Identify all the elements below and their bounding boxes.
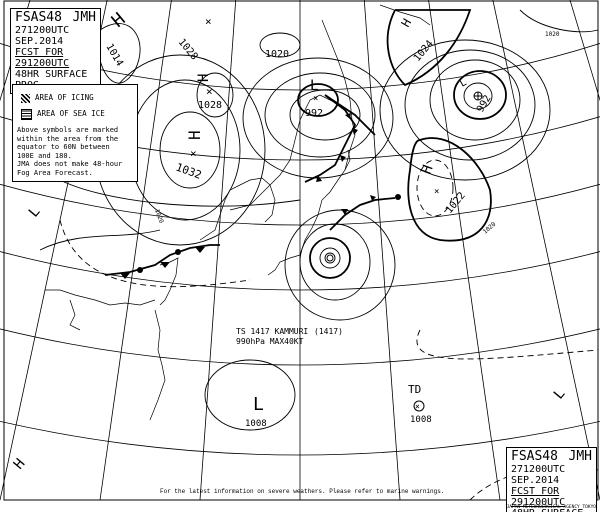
chart-issuer: JMH — [72, 10, 96, 25]
cold-front — [304, 94, 357, 183]
meridian-line — [99, 0, 172, 501]
meridian-line — [428, 0, 501, 501]
svg-text:1032: 1032 — [174, 161, 203, 182]
high-nw: H 1014 — [103, 9, 129, 69]
low-philippine-1008: L 1008 — [245, 394, 267, 429]
svg-text:1008: 1008 — [245, 419, 267, 429]
svg-text:1014: 1014 — [103, 42, 125, 68]
lat-lon-grid — [0, 0, 600, 501]
svg-text:×: × — [205, 15, 212, 28]
svg-text:1020: 1020 — [153, 208, 165, 224]
chart-header-bottom: FSAS48 JMH 271200UTC SEP.2014 FCST FOR 29… — [506, 447, 597, 512]
svg-text:990hPa MAX40KT: 990hPa MAX40KT — [236, 337, 304, 346]
chart-code: FSAS48 — [15, 10, 62, 25]
svg-text:1022: 1022 — [444, 190, 468, 216]
low-okhotsk-992: L × 992 — [305, 78, 323, 119]
typhoon-kammuri: TS 1417 KAMMURI (1417) 990hPa MAX40KT — [236, 254, 343, 346]
svg-text:L: L — [458, 77, 469, 90]
legend-item-sea-ice: AREA OF SEA ICE — [21, 109, 133, 120]
meridian-line — [363, 0, 401, 501]
svg-text:TD: TD — [408, 383, 421, 396]
svg-text:H: H — [11, 456, 29, 473]
fronts — [104, 94, 401, 279]
svg-text:×: × — [206, 85, 213, 98]
stationary-front-2 — [329, 197, 396, 231]
svg-text:1028: 1028 — [176, 37, 200, 63]
svg-text:1028: 1028 — [198, 100, 222, 111]
typhoon-center-icon — [326, 254, 334, 262]
svg-text:1008: 1008 — [410, 415, 432, 425]
forecast-time: FCST FOR 291200UTC — [15, 47, 70, 69]
td-1008: TD × 1008 — [408, 383, 432, 425]
svg-text:H: H — [196, 74, 212, 82]
legend: AREA OF ICING AREA OF SEA ICE Above symb… — [12, 84, 138, 182]
high-china-1032: H × 1032 — [174, 130, 204, 182]
meridian-line — [492, 0, 600, 501]
svg-text:L: L — [26, 204, 44, 221]
svg-text:L: L — [551, 386, 569, 403]
td-center-icon — [413, 400, 425, 412]
svg-text:L: L — [253, 394, 264, 415]
legend-item-icing: AREA OF ICING — [21, 94, 133, 103]
svg-text:H: H — [185, 130, 204, 140]
chart-header: FSAS48 JMH 271200UTC SEP.2014 FCST FOR 29… — [10, 8, 101, 94]
meridian-line — [199, 0, 237, 501]
svg-text:1020: 1020 — [545, 31, 560, 38]
svg-text:H: H — [419, 163, 437, 176]
coastlines — [45, 4, 431, 421]
legend-note: Above symbols are marked within the area… — [17, 126, 123, 177]
svg-text:TS 1417 KAMMURI: TS 1417 KAMMURI — [236, 327, 308, 336]
svg-text:×: × — [434, 187, 439, 197]
svg-text:×: × — [415, 402, 420, 411]
analysis-time: 271200UTC SEP.2014 — [15, 25, 70, 47]
footer-note: For the latest information on severe wea… — [160, 488, 445, 495]
meridian-line — [569, 0, 600, 102]
meridian-line — [0, 0, 31, 102]
svg-text:H: H — [398, 16, 414, 29]
svg-text:L: L — [310, 78, 318, 94]
icing-hatch-icon — [21, 94, 30, 103]
map-frame — [3, 0, 599, 501]
svg-text:×: × — [190, 147, 197, 160]
stationary-front — [104, 244, 220, 276]
high-pacific-1022: H × 1022 — [419, 163, 468, 216]
sea-ice-grid-icon — [21, 109, 32, 120]
svg-text:×: × — [313, 94, 318, 104]
high-kamchatka-1024: H 1024 — [398, 16, 435, 64]
warm-front — [324, 94, 376, 136]
low-bering-992: L 992 — [458, 77, 494, 114]
svg-text:992: 992 — [305, 108, 323, 119]
svg-text:1020: 1020 — [482, 221, 498, 236]
high-mongolia-1028b: H × 1028 — [196, 74, 222, 111]
svg-text:H: H — [108, 9, 130, 32]
svg-text:(1417): (1417) — [314, 327, 343, 336]
isobar-label: 1020 — [265, 49, 289, 60]
agency-credit: JAPAN METEOROLOGICAL AGENCY TOKYO — [506, 505, 596, 510]
